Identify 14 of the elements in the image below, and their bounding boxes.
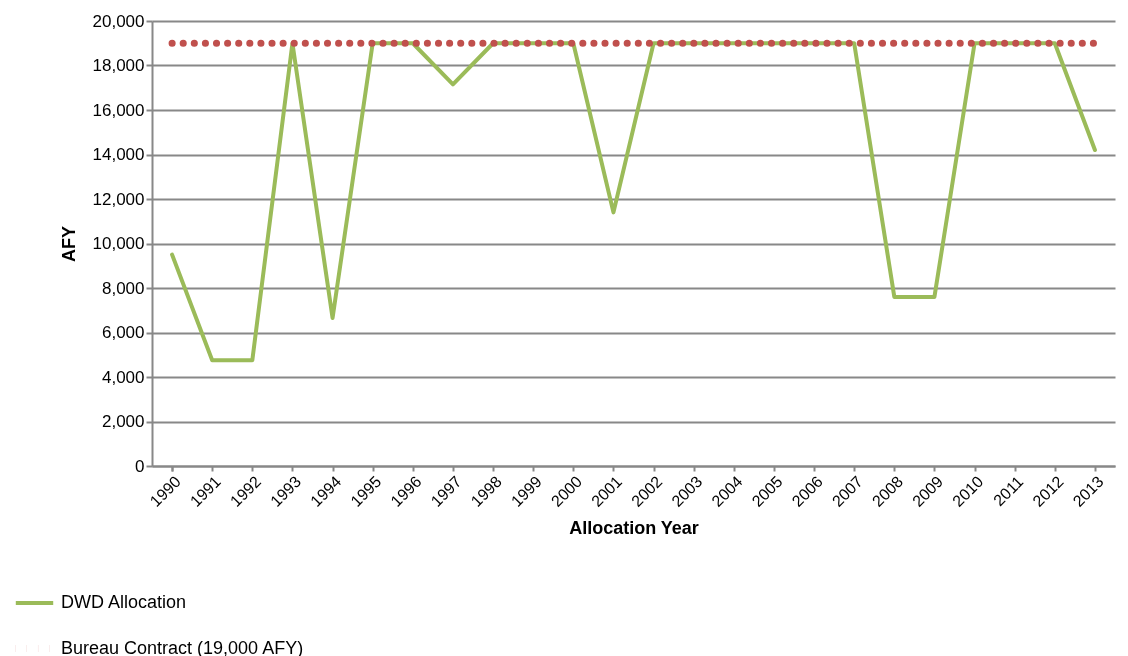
- y-tick-label: 16,000: [92, 100, 145, 120]
- y-tick-label: 14,000: [92, 145, 145, 164]
- y-tick-label: 18,000: [92, 56, 145, 75]
- y-axis-title: AFY: [58, 226, 79, 262]
- y-tick-label: 6,000: [101, 323, 145, 342]
- x-axis-title: Allocation Year: [569, 517, 699, 538]
- y-tick-label: 2,000: [101, 412, 145, 431]
- y-tick-label: 20,000: [92, 11, 145, 31]
- y-tick-label: 12,000: [92, 189, 145, 209]
- y-tick-label: 4,000: [101, 367, 145, 387]
- y-tick-label: 8,000: [101, 278, 145, 298]
- y-tick-label: 10,000: [92, 234, 145, 253]
- y-tick-label: 0: [135, 456, 145, 476]
- legend-label: DWD Allocation: [61, 592, 187, 612]
